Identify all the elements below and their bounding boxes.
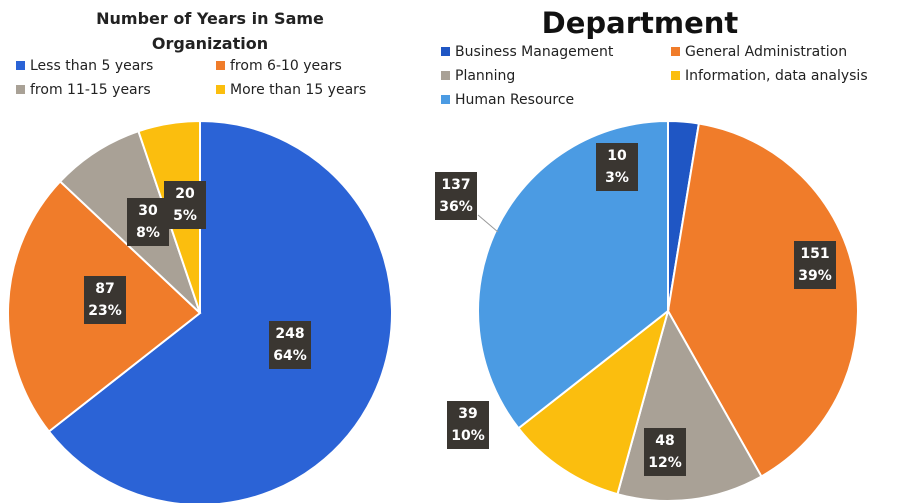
chart-title: Number of Years in Same Organization <box>96 9 324 53</box>
data-label-box <box>596 143 638 191</box>
pie-slice <box>477 119 669 430</box>
data-label: 248 <box>275 326 304 342</box>
data-label-box <box>435 172 477 220</box>
legend-swatch <box>671 47 680 56</box>
data-label: 20 <box>175 186 195 202</box>
data-label: 151 <box>800 246 829 262</box>
pie-slice <box>666 122 859 478</box>
chart-title: Department <box>541 6 739 40</box>
data-label-box <box>644 428 686 476</box>
data-label: 8% <box>136 225 160 241</box>
legend-label: Human Resource <box>455 92 574 108</box>
legend-label: from 6-10 years <box>230 58 342 74</box>
legend-swatch <box>216 85 225 94</box>
pie-slice <box>47 119 393 503</box>
data-label-box <box>84 276 126 324</box>
data-label-box <box>127 198 169 246</box>
legend-swatch <box>671 71 680 80</box>
data-label: 87 <box>95 281 114 297</box>
data-label: 10 <box>607 148 627 164</box>
legend-swatch <box>216 61 225 70</box>
data-label: 30 <box>138 203 158 219</box>
legend-label: Less than 5 years <box>30 58 153 74</box>
data-label: 3% <box>605 170 629 186</box>
legend-label: More than 15 years <box>230 82 366 98</box>
data-label: 36% <box>439 199 473 215</box>
legend-label: Information, data analysis <box>685 68 868 84</box>
legend-swatch <box>16 61 25 70</box>
data-label: 64% <box>273 348 307 364</box>
legend-swatch <box>441 95 450 104</box>
legend-swatch <box>441 47 450 56</box>
legend-label: from 11-15 years <box>30 82 151 98</box>
data-label: 39 <box>458 406 477 422</box>
data-label: 39% <box>798 268 832 284</box>
legend-swatch <box>16 85 25 94</box>
data-label-box <box>447 401 489 449</box>
data-label-box <box>164 181 206 229</box>
legend-label: Business Management <box>455 44 614 60</box>
data-label: 137 <box>441 177 470 193</box>
data-label: 5% <box>173 208 197 224</box>
data-label-box <box>794 241 836 289</box>
data-label: 12% <box>648 455 682 471</box>
data-label-box <box>269 321 311 369</box>
data-label: 10% <box>451 428 485 444</box>
data-label: 23% <box>88 303 122 319</box>
pie-slice <box>517 308 670 496</box>
legend-label: Planning <box>455 68 515 84</box>
legend-label: General Administration <box>685 44 847 60</box>
data-label: 48 <box>655 433 674 449</box>
legend-swatch <box>441 71 450 80</box>
leader-line <box>477 214 499 233</box>
